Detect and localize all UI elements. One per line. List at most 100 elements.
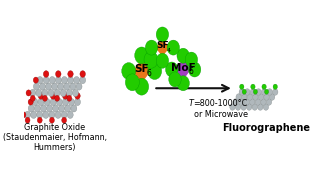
Circle shape bbox=[72, 89, 78, 97]
Circle shape bbox=[240, 84, 244, 89]
Circle shape bbox=[37, 117, 42, 123]
Text: 6: 6 bbox=[188, 67, 193, 77]
Circle shape bbox=[33, 83, 39, 90]
Circle shape bbox=[66, 89, 72, 97]
Circle shape bbox=[65, 105, 71, 112]
Circle shape bbox=[59, 105, 65, 112]
Circle shape bbox=[245, 89, 250, 95]
Circle shape bbox=[253, 89, 257, 94]
Circle shape bbox=[38, 98, 44, 106]
Circle shape bbox=[56, 71, 61, 77]
Circle shape bbox=[264, 94, 269, 100]
Circle shape bbox=[263, 104, 269, 110]
Circle shape bbox=[28, 105, 34, 112]
Circle shape bbox=[144, 51, 158, 68]
Circle shape bbox=[33, 77, 38, 83]
Circle shape bbox=[46, 105, 52, 112]
Circle shape bbox=[238, 99, 244, 105]
Circle shape bbox=[37, 77, 43, 84]
Circle shape bbox=[55, 111, 61, 119]
Circle shape bbox=[156, 27, 169, 42]
Circle shape bbox=[64, 83, 70, 90]
Circle shape bbox=[34, 105, 40, 112]
Circle shape bbox=[272, 89, 278, 95]
Circle shape bbox=[37, 111, 43, 119]
Circle shape bbox=[188, 62, 201, 77]
Text: 4: 4 bbox=[166, 48, 170, 53]
Circle shape bbox=[267, 89, 272, 95]
Circle shape bbox=[255, 99, 261, 105]
Circle shape bbox=[80, 71, 85, 77]
Circle shape bbox=[177, 76, 189, 91]
Circle shape bbox=[63, 93, 68, 99]
Circle shape bbox=[75, 98, 80, 106]
Circle shape bbox=[235, 104, 241, 110]
Circle shape bbox=[52, 83, 58, 90]
Polygon shape bbox=[133, 59, 151, 83]
Polygon shape bbox=[155, 39, 170, 56]
Circle shape bbox=[244, 99, 249, 105]
Circle shape bbox=[42, 95, 47, 101]
Text: Graphite Oxide
(Staudenmaier, Hofmann,
Hummers): Graphite Oxide (Staudenmaier, Hofmann, H… bbox=[3, 123, 107, 153]
Circle shape bbox=[32, 98, 38, 106]
Circle shape bbox=[43, 77, 49, 84]
Circle shape bbox=[167, 40, 179, 55]
Circle shape bbox=[31, 111, 37, 119]
Circle shape bbox=[36, 89, 42, 97]
Circle shape bbox=[49, 77, 55, 84]
Circle shape bbox=[61, 111, 67, 119]
Circle shape bbox=[265, 89, 269, 94]
Circle shape bbox=[75, 93, 80, 99]
Circle shape bbox=[273, 84, 277, 89]
Circle shape bbox=[56, 98, 62, 106]
Circle shape bbox=[247, 94, 252, 100]
Circle shape bbox=[21, 112, 26, 118]
Circle shape bbox=[25, 117, 30, 123]
Circle shape bbox=[55, 77, 61, 84]
Circle shape bbox=[230, 104, 235, 110]
Circle shape bbox=[261, 99, 266, 105]
Circle shape bbox=[26, 90, 31, 96]
Circle shape bbox=[38, 93, 44, 99]
Circle shape bbox=[262, 84, 266, 89]
Circle shape bbox=[145, 40, 158, 55]
Circle shape bbox=[156, 53, 169, 68]
Circle shape bbox=[42, 89, 48, 97]
Circle shape bbox=[55, 95, 60, 101]
Circle shape bbox=[185, 52, 197, 67]
Circle shape bbox=[49, 111, 55, 119]
Circle shape bbox=[241, 104, 246, 110]
Circle shape bbox=[251, 84, 255, 89]
Circle shape bbox=[250, 99, 255, 105]
Circle shape bbox=[53, 105, 59, 112]
Circle shape bbox=[46, 83, 51, 90]
Circle shape bbox=[135, 47, 149, 64]
Text: Fluorographene: Fluorographene bbox=[222, 123, 310, 133]
Circle shape bbox=[54, 89, 60, 97]
Circle shape bbox=[67, 95, 72, 101]
Circle shape bbox=[125, 74, 139, 91]
Text: SF: SF bbox=[134, 64, 149, 74]
Circle shape bbox=[122, 63, 136, 80]
Circle shape bbox=[50, 117, 54, 123]
Circle shape bbox=[76, 83, 82, 90]
Circle shape bbox=[239, 89, 245, 95]
Circle shape bbox=[266, 99, 272, 105]
Circle shape bbox=[61, 77, 67, 84]
Text: 6: 6 bbox=[146, 69, 151, 78]
Circle shape bbox=[25, 111, 31, 119]
Circle shape bbox=[135, 78, 149, 95]
Circle shape bbox=[50, 98, 56, 106]
Circle shape bbox=[246, 104, 252, 110]
Circle shape bbox=[30, 95, 35, 101]
Text: =800-1000°C
or Microwave: =800-1000°C or Microwave bbox=[193, 99, 248, 119]
Circle shape bbox=[67, 77, 73, 84]
Circle shape bbox=[68, 98, 74, 106]
Circle shape bbox=[70, 83, 76, 90]
Circle shape bbox=[67, 111, 73, 119]
Text: SF: SF bbox=[156, 41, 169, 50]
Circle shape bbox=[62, 98, 68, 106]
Polygon shape bbox=[175, 59, 191, 80]
Circle shape bbox=[74, 77, 80, 84]
Circle shape bbox=[258, 104, 263, 110]
